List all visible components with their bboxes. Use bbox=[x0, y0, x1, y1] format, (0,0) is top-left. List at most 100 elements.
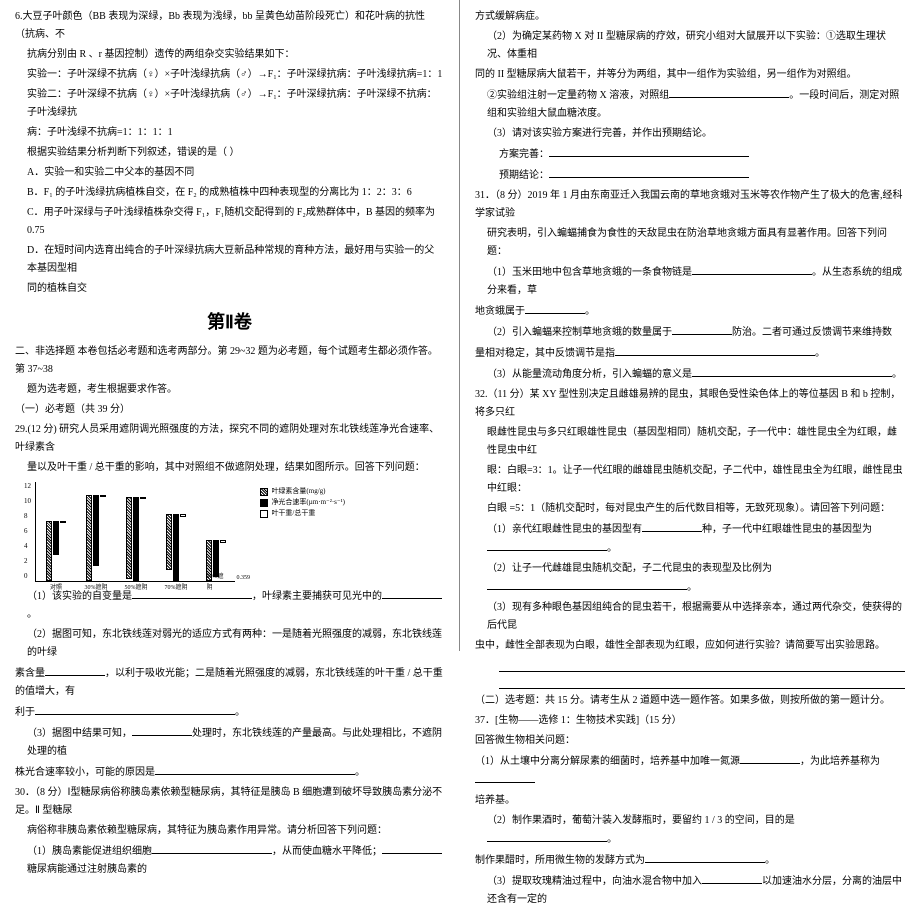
legend-1: 净光合速率(µm·m⁻²·s⁻¹) bbox=[271, 498, 345, 508]
exp1: 实验一：子叶深绿不抗病（♀）×子叶浅绿抗病（♂）→F₁：子叶深绿抗病：子叶浅绿抗… bbox=[15, 66, 444, 84]
q30-1: （1）胰岛素能促进组织细胞，从而使血糖水平降低；糖尿病能通过注射胰岛素的 bbox=[15, 842, 444, 879]
exp2: 实验二：子叶深绿不抗病（♀）×子叶浅绿抗病（♂）→F₁：子叶深绿抗病：子叶深绿不… bbox=[15, 86, 444, 122]
blank bbox=[487, 539, 607, 551]
q37-3: （3）提取玫瑰精油过程中，向油水混合物中加入以加速油水分层，分离的油层中还含有一… bbox=[475, 872, 905, 909]
q37-1: （1）从土壤中分离分解尿素的细菌时，培养基中加唯一氮源，为此培养基称为 bbox=[475, 752, 905, 790]
q37-2b: 制作果醋时，所用微生物的发酵方式为。 bbox=[475, 851, 905, 870]
answer-line bbox=[499, 675, 905, 689]
q6-c: C．用子叶深绿与子叶浅绿植株杂交得 F₁，F₁随机交配得到的 F₂成熟群体中，B… bbox=[15, 204, 444, 240]
y12: 12 bbox=[24, 480, 31, 493]
blank bbox=[615, 344, 815, 356]
blank bbox=[132, 587, 252, 599]
q32-4: 白眼 =5：1（随机交配时，每对昆虫产生的后代数目相等，无致死现象）。请回答下列… bbox=[475, 500, 905, 518]
y6: 6 bbox=[24, 525, 28, 538]
q6-d: D．在短时间内选育出纯合的子叶深绿抗病大豆新品种常规的育种方法，最好用与实验一的… bbox=[15, 242, 444, 278]
q37: 37．[生物——选修 1：生物技术实践]（15 分） bbox=[475, 712, 905, 730]
q32-3: 眼：白眼=3：1。让子一代红眼的雌雄昆虫随机交配，子二代中，雄性昆虫全为红眼，雌… bbox=[475, 462, 905, 498]
q30-3a: 方案完善： bbox=[475, 145, 905, 164]
q30-3: （3）请对该实验方案进行完善，并作出预期结论。 bbox=[475, 125, 905, 143]
q30-cont: 方式缓解病症。 bbox=[475, 8, 905, 26]
blank bbox=[487, 830, 607, 842]
q6-q: 根据实验结果分析判断下列叙述，错误的是（ ） bbox=[15, 144, 444, 162]
blank bbox=[35, 703, 235, 715]
blank bbox=[382, 842, 442, 854]
chart-legend: 叶绿素含量(mg/g) 净光合速率(µm·m⁻²·s⁻¹) 叶干重/总干重 bbox=[260, 487, 345, 519]
blank bbox=[45, 664, 105, 676]
q31-2c: 量相对稳定，其中反馈调节是指。 bbox=[475, 344, 905, 363]
blank bbox=[740, 752, 800, 764]
bar-chart: 叶绿素含量(mg/g) 净光合速率(µm·m⁻²·s⁻¹) 叶干重/总干重 0 … bbox=[35, 482, 235, 582]
q29-2a: （2）据图可知，东北铁线莲对弱光的适应方式有两种：一是随着光照强度的减弱，东北铁… bbox=[15, 626, 444, 662]
section2-title: 第Ⅱ卷 bbox=[15, 306, 444, 338]
blank bbox=[525, 302, 585, 314]
left-column: 6.大豆子叶颜色（BB 表现为深绿，Bb 表现为浅绿，bb 呈黄色幼苗阶段死亡）… bbox=[0, 0, 460, 651]
q32: 32.（11 分）某 XY 型性别决定且雌雄易辨的昆虫，其眼色受性染色体上的等位… bbox=[475, 386, 905, 422]
q6-a: A．实验一和实验二中父本的基因不同 bbox=[15, 164, 444, 182]
y8: 8 bbox=[24, 510, 28, 523]
q29-2b: 素含量，以利于吸收光能；二是随着光照强度的减弱，东北铁线莲的叶干重 / 总干重的… bbox=[15, 664, 444, 701]
blank bbox=[549, 145, 749, 157]
q29-2d: 利于。 bbox=[15, 703, 444, 722]
x4: 90%遮阴 bbox=[207, 572, 226, 594]
q32-3a: （3）现有多种眼色基因组纯合的昆虫若干，根据需要从中选择亲本，通过两代杂交，使获… bbox=[475, 599, 905, 635]
required: （一）必考题（共 39 分） bbox=[15, 401, 444, 419]
right-column: 方式缓解病症。 （2）为确定某药物 X 对 II 型糖尿病的疗效，研究小组对大鼠… bbox=[460, 0, 920, 651]
q31-1: （1）玉米田地中包含草地贪蛾的一条食物链是。从生态系统的组成分来看，草 bbox=[475, 263, 905, 300]
q31-1c: 地贪蛾属于。 bbox=[475, 302, 905, 321]
q6-d2: 同的植株自交 bbox=[15, 280, 444, 298]
q37-1c: 培养基。 bbox=[475, 792, 905, 810]
q30: 30．（8 分）Ⅰ型糖尿病俗称胰岛素依赖型糖尿病，其特征是胰岛 B 细胞遭到破坏… bbox=[15, 784, 444, 820]
q29-2: 量以及叶干重 / 总干重的影响，其中对照组不做遮阴处理，结果如图所示。回答下列问… bbox=[15, 459, 444, 477]
blank bbox=[475, 771, 535, 783]
q31-2: 研究表明，引入蝙蝠捕食为食性的天敌昆虫在防治草地贪蛾方面具有显著作用。回答下列问… bbox=[475, 225, 905, 261]
y10: 10 bbox=[24, 495, 31, 508]
x0: 对照 bbox=[50, 583, 62, 594]
q6-intro: 6.大豆子叶颜色（BB 表现为深绿，Bb 表现为浅绿，bb 呈黄色幼苗阶段死亡）… bbox=[15, 8, 444, 44]
y2: 2 bbox=[24, 555, 28, 568]
blank bbox=[382, 587, 442, 599]
blank bbox=[692, 263, 812, 275]
q29-3c: 株光合速率较小，可能的原因是。 bbox=[15, 763, 444, 782]
q30-2a: （2）为确定某药物 X 对 II 型糖尿病的疗效，研究小组对大鼠展开以下实验：①… bbox=[475, 28, 905, 64]
blank bbox=[549, 166, 749, 178]
q30-2b: 同的 II 型糖尿病大鼠若干，并等分为两组，其中一组作为实验组，另一组作为对照组… bbox=[475, 66, 905, 84]
answer-line bbox=[499, 658, 905, 672]
blank bbox=[642, 520, 702, 532]
q30-2c: ②实验组注射一定量药物 X 溶液，对照组。一段时间后，测定对照组和实验组大鼠血糖… bbox=[475, 86, 905, 123]
blank bbox=[155, 763, 355, 775]
q31-2a: （2）引入蝙蝠来控制草地贪蛾的数量属于防治。二者可通过反馈调节来维持数 bbox=[475, 323, 905, 342]
blank bbox=[132, 724, 192, 736]
blank bbox=[672, 323, 732, 335]
y0: 0 bbox=[24, 570, 28, 583]
q32-1: （1）亲代红眼雌性昆虫的基因型有种，子一代中红眼雄性昆虫的基因型为。 bbox=[475, 520, 905, 558]
q30-2: 病俗称非胰岛素依赖型糖尿病，其特征为胰岛素作用异常。请分析回答下列问题： bbox=[15, 822, 444, 840]
q29-1: （1）该实验的自变量是，叶绿素主要捕获可见光中的。 bbox=[15, 587, 444, 624]
blank bbox=[645, 851, 765, 863]
exp2-cont: 病：子叶浅绿不抗病=1：1：1：1 bbox=[15, 124, 444, 142]
blank bbox=[702, 872, 762, 884]
q29-3: （3）据图中结果可知，处理时，东北铁线莲的产量最高。与此处理相比，不遮阴处理的植 bbox=[15, 724, 444, 761]
blank bbox=[692, 365, 892, 377]
q31: 31．（8 分）2019 年 1 月由东南亚迁入我国云南的草地贪蛾对玉米等农作物… bbox=[475, 187, 905, 223]
r-val: 0.359 bbox=[237, 573, 251, 584]
x2: 50%遮阴 bbox=[125, 583, 148, 594]
q37-2: 回答微生物相关问题： bbox=[475, 732, 905, 750]
q32-3b: 虫中，雌性全部表现为白眼，雄性全部表现为红眼，应如何进行实验？请简要写出实验思路… bbox=[475, 637, 905, 655]
q6-l2: 抗病分别由 R 、r 基因控制）遗传的两组杂交实验结果如下： bbox=[15, 46, 444, 64]
y4: 4 bbox=[24, 540, 28, 553]
legend-2: 叶干重/总干重 bbox=[271, 509, 315, 519]
blank bbox=[487, 578, 687, 590]
x1: 30%遮阴 bbox=[85, 583, 108, 594]
s2-desc: 二、非选择题 本卷包括必考题和选考两部分。第 29~32 题为必考题，每个试题考… bbox=[15, 343, 444, 379]
blank bbox=[669, 86, 789, 98]
s2-desc2: 题为选考题，考生根据要求作答。 bbox=[15, 381, 444, 399]
x3: 70%遮阴 bbox=[165, 583, 188, 594]
q30-3b: 预期结论： bbox=[475, 166, 905, 185]
choice: （二）选考题：共 15 分。请考生从 2 道题中选一题作答。如果多做，则按所做的… bbox=[475, 692, 905, 710]
legend-0: 叶绿素含量(mg/g) bbox=[271, 487, 325, 497]
q29: 29.(12 分) 研究人员采用遮阴调光照强度的方法，探究不同的遮阴处理对东北铁… bbox=[15, 421, 444, 457]
blank bbox=[152, 842, 272, 854]
q32-2: 眼雌性昆虫与多只红眼雄性昆虫（基因型相同）随机交配，子一代中：雄性昆虫全为红眼，… bbox=[475, 424, 905, 460]
q31-3: （3）从能量流动角度分析，引入蝙蝠的意义是。 bbox=[475, 365, 905, 384]
q6-b: B．F₁ 的子叶浅绿抗病植株自交，在 F₂ 的成熟植株中四种表现型的分离比为 1… bbox=[15, 184, 444, 202]
